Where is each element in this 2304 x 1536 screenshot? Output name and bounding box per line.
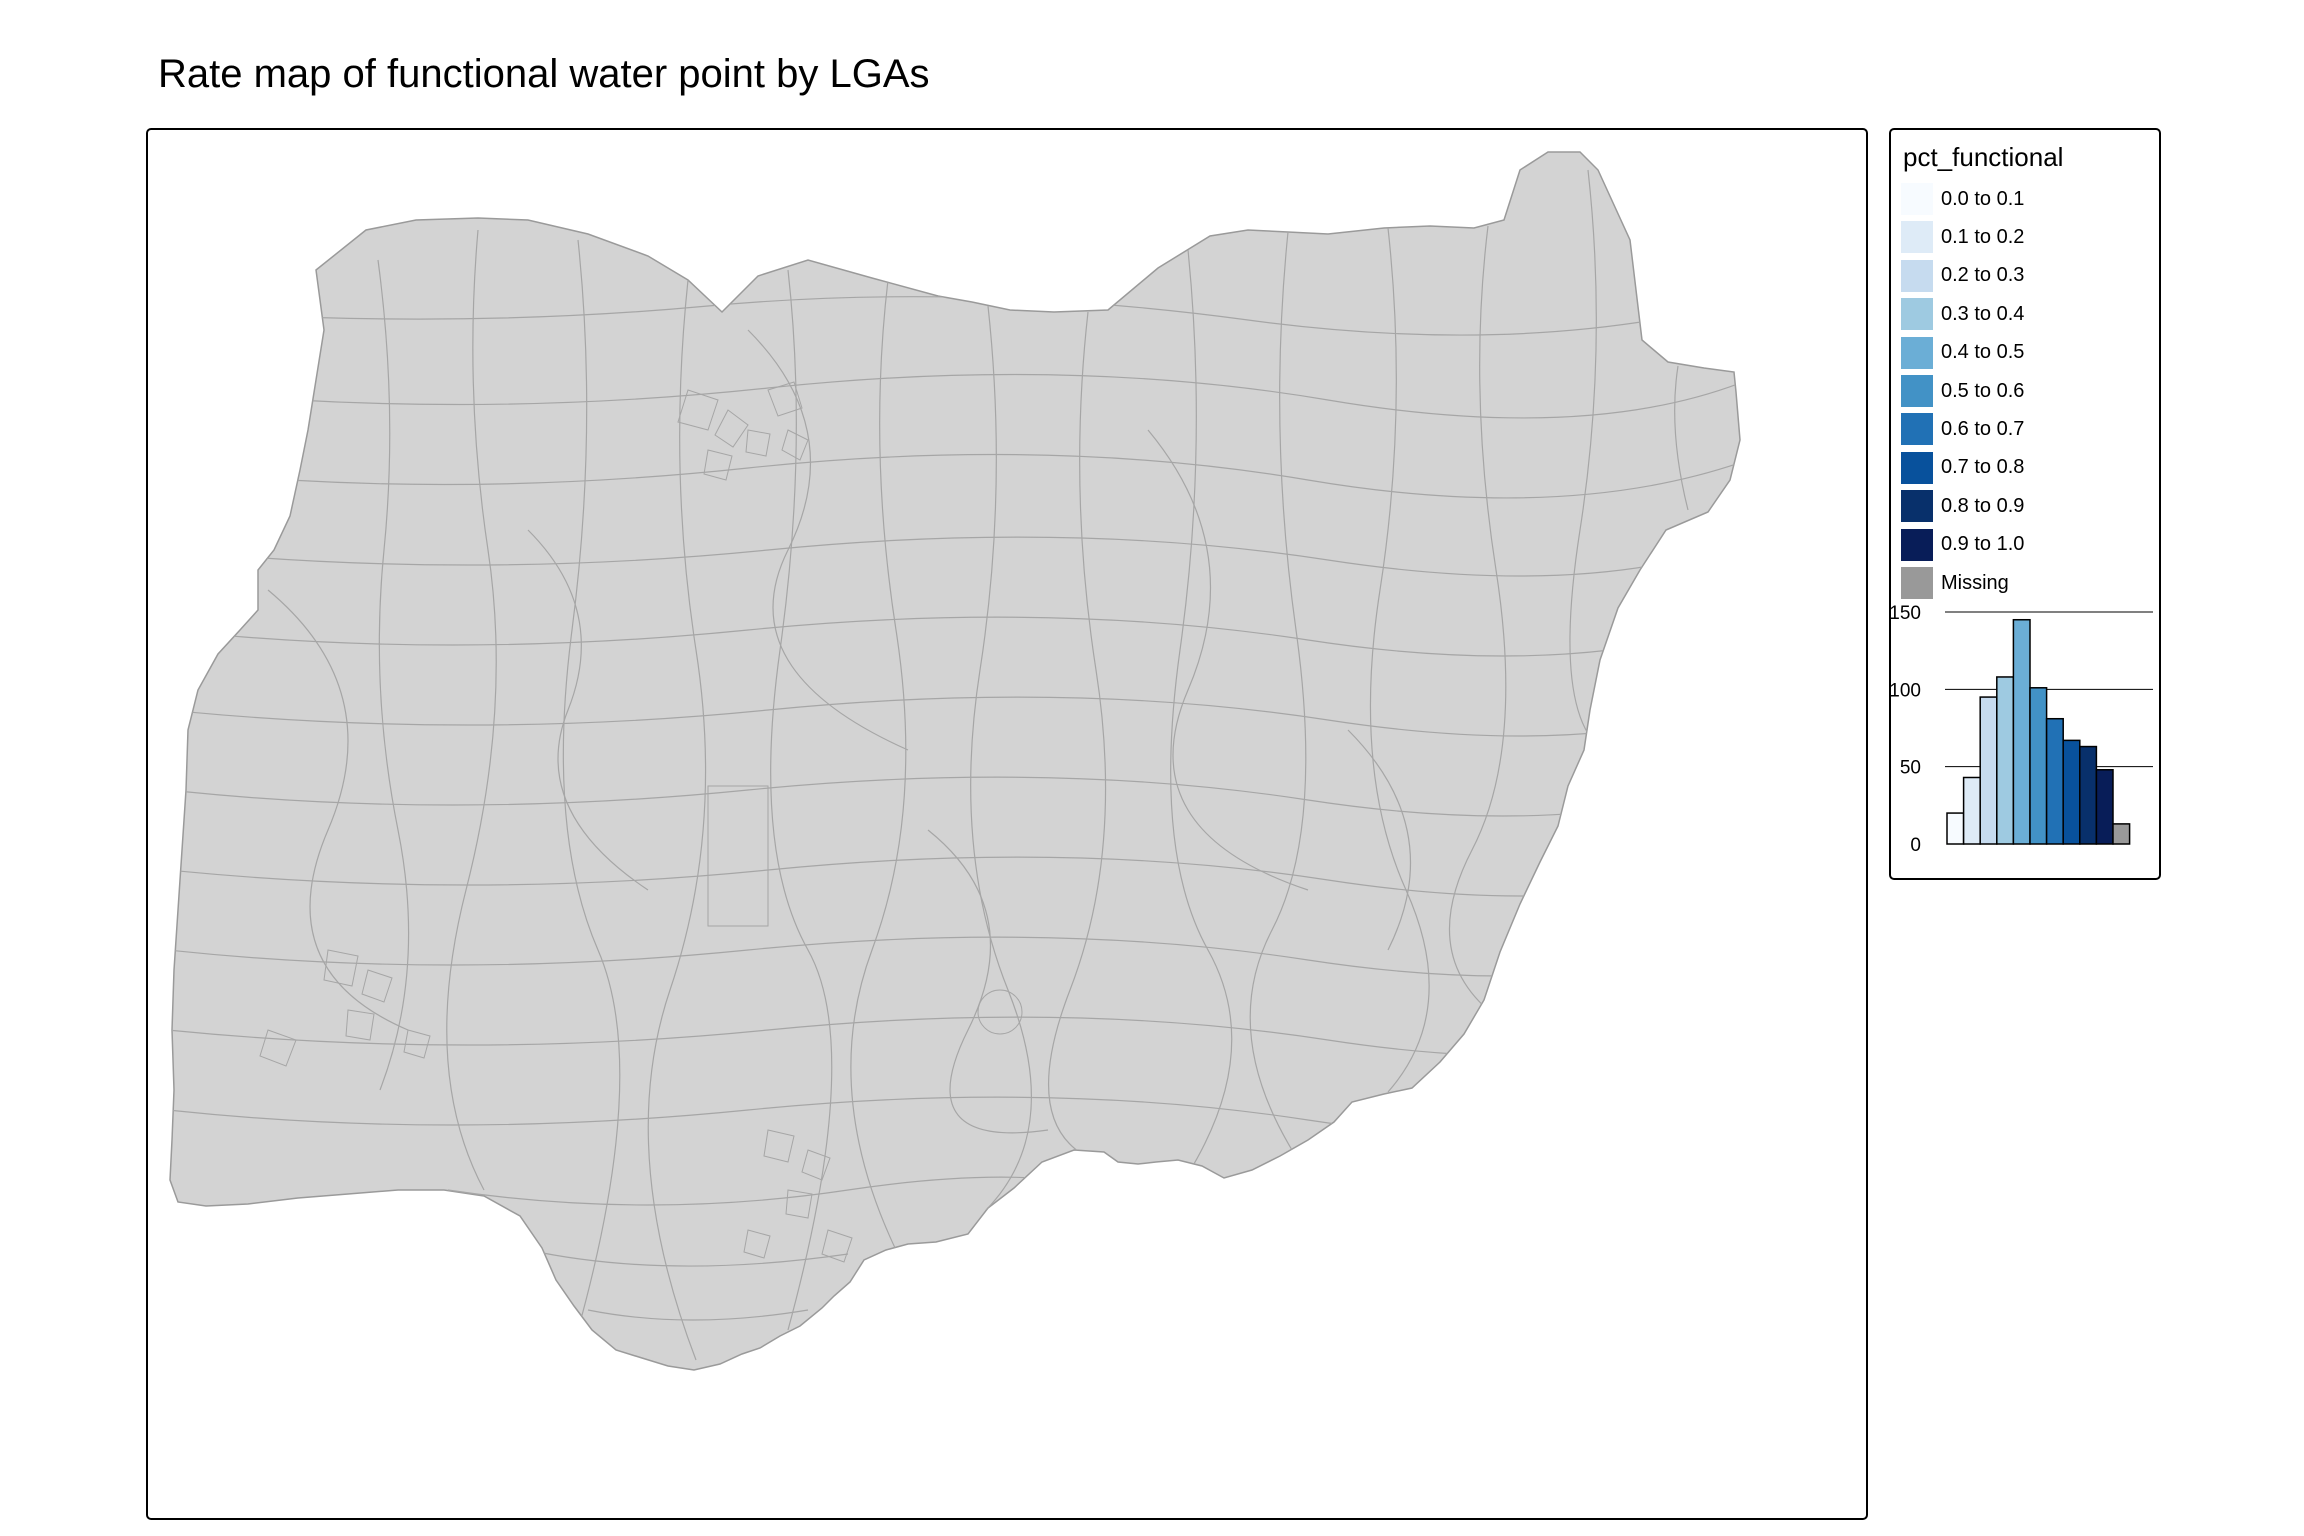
legend-label: 0.1 to 0.2 — [1941, 225, 2025, 248]
legend-label: 0.4 to 0.5 — [1941, 341, 2025, 364]
legend-swatch — [1901, 490, 1933, 523]
histogram-bar — [2062, 739, 2081, 845]
legend-swatch — [1901, 259, 1933, 292]
legend-swatch — [1901, 567, 1933, 599]
nigeria-lga-map — [169, 151, 1741, 1371]
legend-swatch — [1901, 451, 1933, 484]
legend-label: 0.7 to 0.8 — [1941, 456, 2025, 479]
legend-swatch — [1901, 528, 1933, 561]
legend-label: 0.0 to 0.1 — [1941, 187, 2025, 210]
country-outline — [169, 151, 1741, 1371]
histogram-bar — [2112, 823, 2131, 845]
dense-lga-clusters — [259, 381, 1023, 1263]
histogram-bar — [1946, 812, 1965, 845]
legend-label: Missing — [1941, 571, 2009, 594]
histogram: 0 50 100 150 — [1891, 603, 2153, 856]
legend-item: 0.1 to 0.2 — [1901, 220, 2024, 254]
histogram-bar — [2079, 745, 2098, 845]
legend-label: 0.8 to 0.9 — [1941, 494, 2025, 517]
legend-item: 0.4 to 0.5 — [1901, 336, 2024, 370]
legend-item: 0.0 to 0.1 — [1901, 182, 2024, 216]
legend-panel: pct_functional 0.0 to 0.1 0.1 to 0.2 0.2 t… — [1889, 128, 2161, 880]
legend-label: 0.3 to 0.4 — [1941, 302, 2025, 325]
legend-label: 0.6 to 0.7 — [1941, 417, 2025, 440]
y-tick-label: 100 — [1891, 680, 1921, 701]
legend-label: 0.9 to 1.0 — [1941, 533, 2025, 556]
y-tick-label: 150 — [1891, 603, 1921, 624]
histogram-bar — [1996, 676, 2015, 845]
legend-item: 0.7 to 0.8 — [1901, 451, 2024, 485]
legend-swatch — [1901, 413, 1933, 446]
legend-swatch — [1901, 375, 1933, 407]
histogram-bar — [2045, 717, 2064, 845]
legend-label: 0.5 to 0.6 — [1941, 379, 2025, 402]
map-title: Rate map of functional water point by LG… — [158, 52, 930, 96]
legend-swatch — [1901, 183, 1933, 215]
y-tick-label: 0 — [1910, 835, 1921, 856]
histogram-bar — [2012, 618, 2031, 845]
histogram-bar — [2029, 687, 2048, 845]
legend-item: 0.9 to 1.0 — [1901, 528, 2024, 562]
map-panel — [146, 128, 1868, 1520]
y-tick-label: 50 — [1900, 758, 1921, 779]
legend-swatch — [1901, 336, 1933, 369]
legend-item: 0.5 to 0.6 — [1901, 374, 2024, 408]
histogram-bar — [2095, 769, 2114, 845]
legend-title: pct_functional — [1903, 142, 2064, 172]
legend-item: 0.8 to 0.9 — [1901, 489, 2024, 523]
legend-item: 0.2 to 0.3 — [1901, 259, 2024, 293]
histogram-bar — [1979, 696, 1998, 845]
legend-swatch — [1901, 298, 1933, 331]
legend-item: 0.3 to 0.4 — [1901, 297, 2024, 331]
legend-swatch — [1901, 221, 1933, 254]
legend-item: 0.6 to 0.7 — [1901, 412, 2024, 446]
legend-label: 0.2 to 0.3 — [1941, 264, 2025, 287]
histogram-bar — [1962, 776, 1981, 845]
legend-item: Missing — [1901, 566, 2009, 600]
